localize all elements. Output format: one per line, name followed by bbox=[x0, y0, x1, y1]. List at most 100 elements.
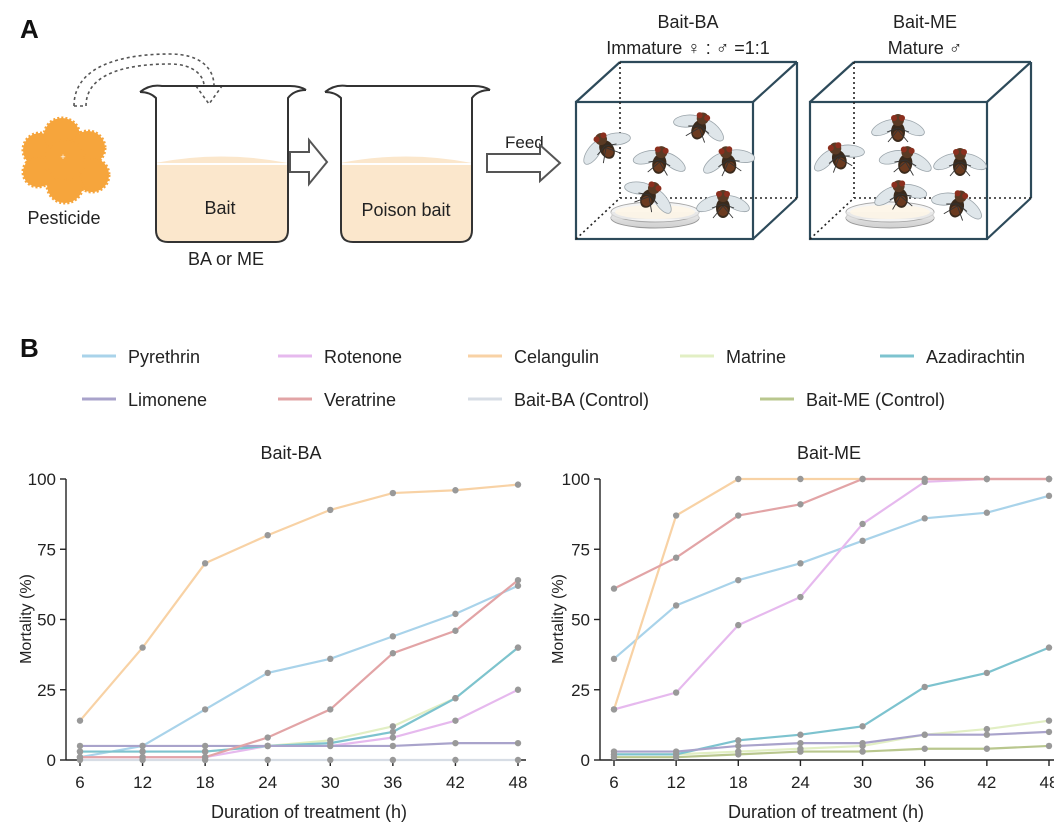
data-point bbox=[797, 501, 804, 508]
data-point bbox=[514, 582, 522, 589]
data-point bbox=[76, 753, 84, 761]
data-point bbox=[797, 560, 804, 567]
legend-item: Matrine bbox=[680, 347, 786, 367]
data-point bbox=[610, 748, 618, 755]
data-point bbox=[797, 745, 804, 752]
data-point bbox=[797, 475, 804, 483]
x-axis-label: Duration of treatment (h) bbox=[728, 802, 924, 822]
legend-item: Pyrethrin bbox=[82, 347, 200, 367]
series-azadirachtin bbox=[610, 644, 1053, 758]
series-limonene bbox=[76, 739, 522, 750]
data-point bbox=[389, 742, 397, 750]
cage2-subtitle: Mature ♂ bbox=[888, 38, 963, 58]
cage-bait-me bbox=[808, 60, 1033, 241]
x-tick-label: 36 bbox=[915, 773, 934, 792]
data-point bbox=[735, 576, 742, 584]
legend-label: Veratrine bbox=[324, 390, 396, 410]
feed-label: Feed bbox=[505, 133, 544, 152]
data-point bbox=[452, 739, 459, 747]
data-point bbox=[1045, 717, 1053, 724]
series-line bbox=[79, 483, 519, 722]
data-point bbox=[514, 686, 522, 693]
series-line bbox=[614, 646, 1050, 756]
data-point bbox=[610, 706, 618, 713]
series-line bbox=[613, 494, 1050, 660]
data-point bbox=[514, 576, 522, 584]
petri-dish-icon bbox=[845, 201, 935, 229]
series-line bbox=[614, 730, 1050, 753]
x-tick-label: 24 bbox=[791, 773, 810, 792]
poison-bait-label: Poison bait bbox=[361, 200, 450, 220]
y-tick-label: 75 bbox=[571, 540, 590, 559]
series-limonene bbox=[610, 728, 1053, 755]
petri-dish-icon bbox=[610, 201, 700, 229]
data-point bbox=[389, 728, 397, 736]
data-point bbox=[921, 731, 928, 738]
y-tick-label: 50 bbox=[37, 611, 56, 630]
pesticide-label: Pesticide bbox=[27, 208, 100, 228]
data-point bbox=[983, 475, 991, 483]
y-tick-label: 25 bbox=[37, 681, 56, 700]
legend-item: Celangulin bbox=[468, 347, 599, 367]
y-axis-label: Mortality (%) bbox=[550, 574, 567, 664]
data-point bbox=[452, 717, 459, 724]
series-line bbox=[613, 477, 1049, 590]
data-point bbox=[797, 731, 804, 738]
data-point bbox=[514, 756, 522, 764]
x-tick-label: 6 bbox=[75, 773, 84, 792]
data-point bbox=[389, 633, 397, 640]
legend-label: Limonene bbox=[128, 390, 207, 410]
fly-icon bbox=[878, 146, 932, 176]
data-point bbox=[672, 554, 680, 561]
flies-group bbox=[583, 112, 987, 221]
data-point bbox=[76, 742, 84, 750]
data-point bbox=[921, 515, 928, 522]
panel-b-label: B bbox=[20, 333, 39, 363]
data-point bbox=[983, 731, 991, 738]
y-axis-label: Mortality (%) bbox=[18, 574, 35, 664]
x-tick-label: 18 bbox=[196, 773, 215, 792]
data-point bbox=[735, 737, 742, 744]
data-point bbox=[514, 481, 522, 488]
data-point bbox=[452, 694, 459, 702]
data-point bbox=[735, 748, 742, 755]
data-point bbox=[201, 742, 209, 750]
series-veratrine bbox=[76, 576, 522, 761]
legend: Pyrethrin Rotenone Celangulin Matrine Azadir… bbox=[82, 347, 1025, 410]
data-point bbox=[327, 506, 334, 514]
data-point bbox=[921, 475, 928, 483]
legend-label: Pyrethrin bbox=[128, 347, 200, 367]
y-tick-label: 0 bbox=[47, 751, 56, 770]
series-celangulin bbox=[76, 481, 522, 724]
fly-icon bbox=[673, 112, 724, 143]
legend-label: Celangulin bbox=[514, 347, 599, 367]
data-point bbox=[1045, 644, 1053, 651]
data-point bbox=[797, 593, 804, 601]
data-point bbox=[735, 512, 742, 519]
data-point bbox=[201, 748, 209, 755]
data-point bbox=[859, 475, 866, 483]
data-point bbox=[797, 739, 804, 747]
data-point bbox=[452, 487, 459, 494]
feed-arrow-icon bbox=[486, 142, 562, 184]
data-point bbox=[735, 621, 742, 629]
legend-item: Bait-BA (Control) bbox=[468, 390, 649, 410]
x-tick-label: 30 bbox=[853, 773, 872, 792]
data-point bbox=[327, 706, 334, 713]
data-point bbox=[859, 537, 866, 545]
data-point bbox=[514, 644, 522, 651]
data-point bbox=[672, 512, 680, 519]
data-point bbox=[672, 748, 680, 755]
data-point bbox=[389, 734, 397, 741]
series-pyrethrin bbox=[76, 582, 522, 761]
fly-icon bbox=[624, 181, 672, 214]
data-point bbox=[859, 520, 866, 528]
data-point bbox=[452, 627, 459, 634]
x-tick-label: 48 bbox=[1040, 773, 1054, 792]
y-tick-label: 50 bbox=[571, 611, 590, 630]
x-tick-label: 12 bbox=[133, 773, 152, 792]
fly-icon bbox=[931, 190, 982, 221]
data-point bbox=[264, 669, 271, 677]
series-line bbox=[79, 584, 519, 759]
series-line bbox=[614, 744, 1050, 759]
